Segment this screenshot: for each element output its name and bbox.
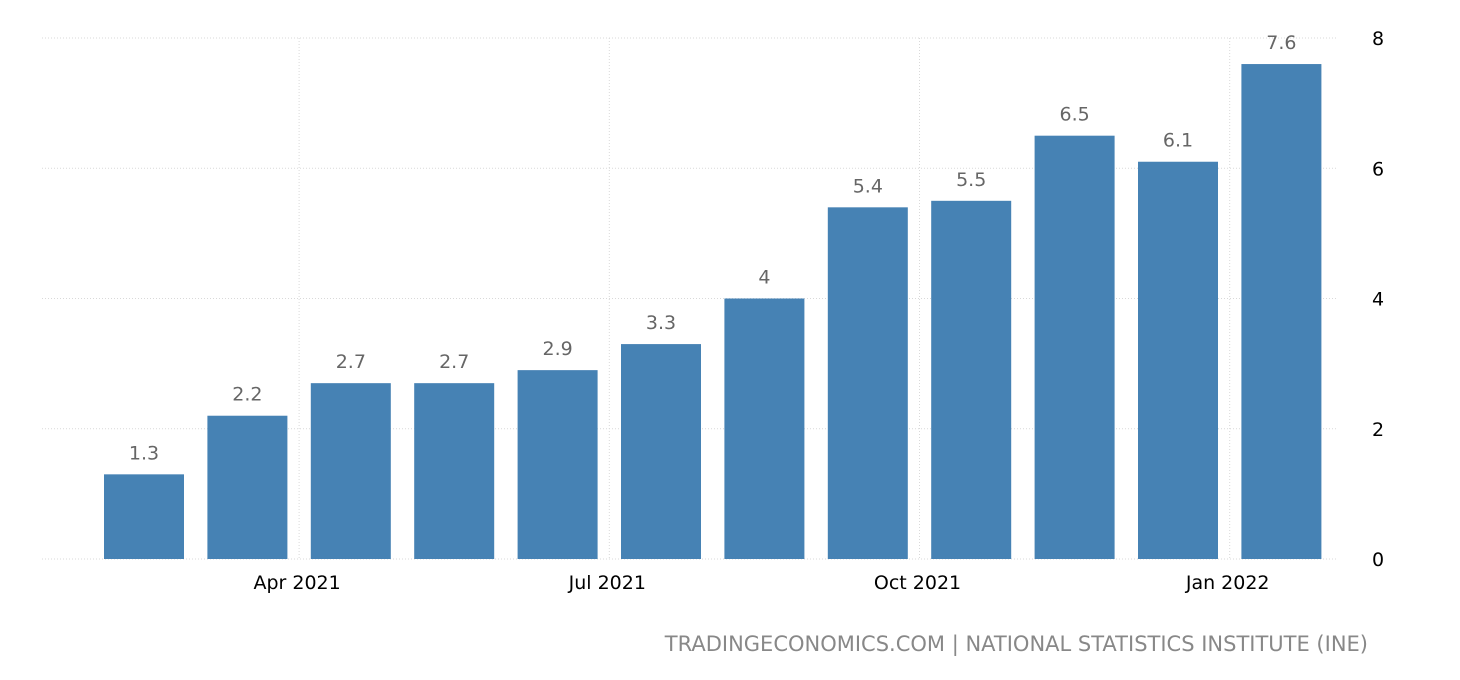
bar-dec-2021 [1034,135,1115,559]
data-label: 4 [758,267,770,289]
x-tick-label: Jul 2021 [568,572,646,594]
data-label: 2.9 [542,338,572,360]
bar-may-2021 [310,383,391,559]
data-label: 3.3 [646,312,676,334]
data-label: 5.5 [956,169,986,191]
bar-mar-2021 [104,474,184,559]
bar-feb-2022 [1241,64,1322,560]
data-label: 5.4 [853,175,883,197]
bar-jan-2022 [1138,161,1218,560]
data-label: 2.7 [439,351,469,373]
data-label: 7.6 [1266,32,1296,54]
bar-sep-2021 [724,298,805,559]
data-label: 2.7 [336,351,366,373]
bar-aug-2021 [621,344,701,559]
y-tick-label: 4 [1372,289,1384,311]
y-axis: 0 2 4 6 8 [1372,28,1384,571]
source-credit: TRADINGECONOMICS.COM | NATIONAL STATISTI… [664,632,1368,657]
data-labels: 1.3 2.2 2.7 2.7 2.9 3.3 4 5.4 5.5 6.5 6.1 7.6 [129,32,1297,464]
y-tick-label: 6 [1372,158,1384,180]
bar-jun-2021 [414,383,495,559]
data-label: 6.5 [1059,104,1089,126]
bar-apr-2021 [207,415,288,559]
x-tick-label: Apr 2021 [253,572,340,594]
data-label: 6.1 [1163,130,1193,152]
bar-oct-2021 [827,207,908,559]
data-label: 1.3 [129,442,159,464]
y-tick-label: 8 [1372,28,1384,50]
y-tick-label: 2 [1372,419,1384,441]
bar-jul-2021 [517,370,598,559]
x-axis: Apr 2021 Jul 2021 Oct 2021 Jan 2022 [253,572,1269,594]
x-tick-label: Jan 2022 [1185,572,1270,594]
y-tick-label: 0 [1372,549,1384,571]
bars [104,64,1322,560]
x-tick-label: Oct 2021 [874,572,961,594]
data-label: 2.2 [232,384,262,406]
bar-nov-2021 [931,200,1012,559]
